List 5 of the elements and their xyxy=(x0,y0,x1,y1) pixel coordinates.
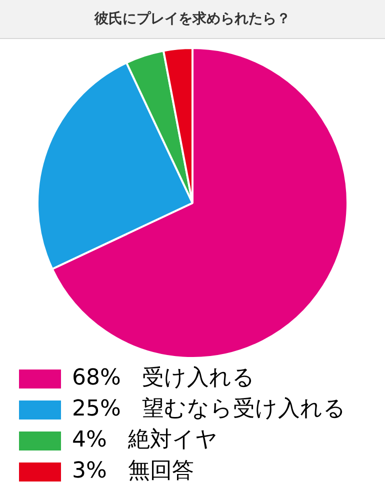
legend-label: 68% 受け入れる xyxy=(72,366,255,391)
legend-label: 25% 望むなら受け入れる xyxy=(72,396,346,422)
legend-label: 4% 絶対イヤ xyxy=(72,428,218,453)
legend-label: 3% 無回答 xyxy=(72,458,194,484)
chart-title: 彼氏にプレイを求められたら？ xyxy=(0,0,385,39)
